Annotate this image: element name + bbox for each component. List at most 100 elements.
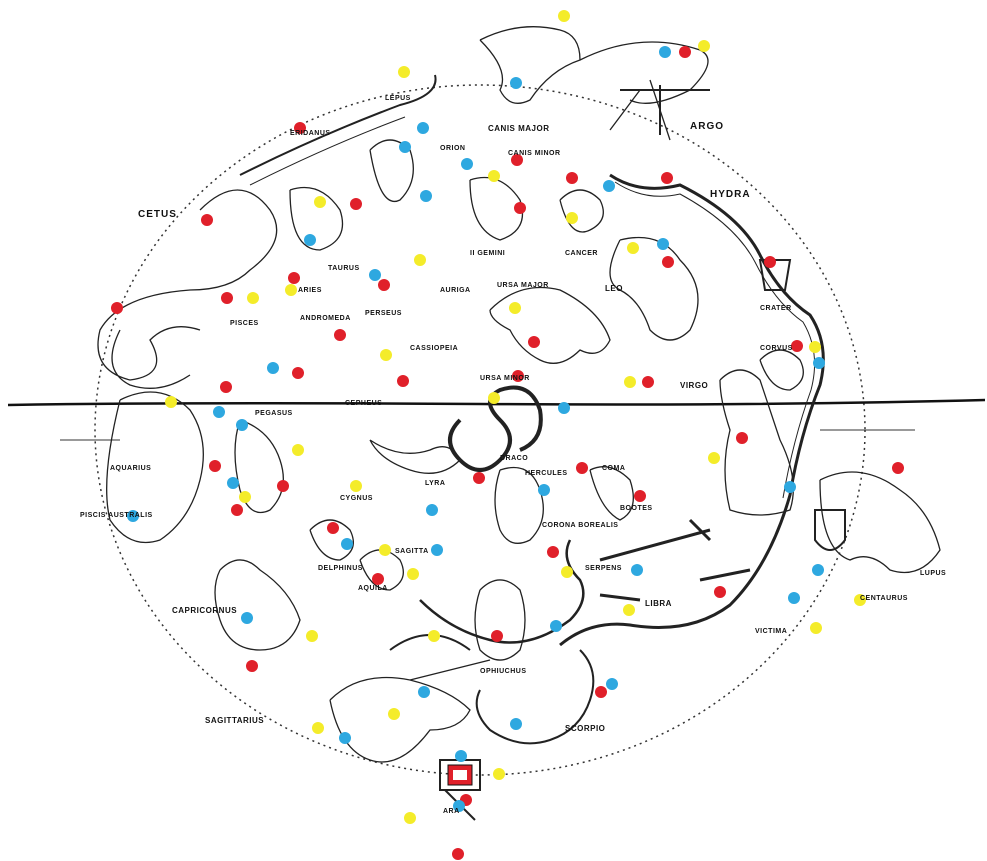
label-ursa-major: URSA MAJOR (497, 282, 549, 289)
star-marker-blue (339, 732, 351, 744)
star-marker-yellow (698, 40, 710, 52)
orion-figure (369, 139, 414, 203)
label-corvus: CORVUS (760, 345, 793, 352)
star-marker-blue (538, 484, 550, 496)
star-marker-blue (510, 77, 522, 89)
label-virgo: VIRGO (680, 381, 709, 390)
star-marker-blue (213, 406, 225, 418)
star-marker-yellow (488, 392, 500, 404)
gemini-figure (469, 176, 524, 241)
corvus-figure (759, 349, 804, 391)
label-piscis-australis: PISCIS AUSTRALIS (80, 512, 153, 519)
star-marker-blue (426, 504, 438, 516)
star-marker-yellow (404, 812, 416, 824)
hercules-figure (494, 466, 544, 544)
star-marker-blue (788, 592, 800, 604)
star-marker-blue (558, 402, 570, 414)
label-lyra: LYRA (425, 480, 446, 487)
libra-figure (599, 518, 751, 602)
label-delphinus: DELPHINUS (318, 565, 363, 572)
label-lepus: LEPUS (385, 95, 411, 102)
star-marker-red (491, 630, 503, 642)
star-marker-yellow (623, 604, 635, 616)
crater-figure (758, 259, 792, 291)
ara-altar-flame (447, 764, 473, 786)
star-marker-red (209, 460, 221, 472)
star-marker-yellow (388, 708, 400, 720)
star-marker-blue (431, 544, 443, 556)
star-marker-yellow (428, 630, 440, 642)
star-marker-red (661, 172, 673, 184)
star-marker-blue (453, 800, 465, 812)
label-crater: CRATER (760, 305, 792, 312)
star-marker-yellow (810, 622, 822, 634)
star-marker-blue (420, 190, 432, 202)
star-marker-red (547, 546, 559, 558)
eridanus-river (239, 74, 437, 176)
hydra-figure (559, 173, 825, 647)
label-corona-borealis: CORONA BOREALIS (542, 522, 619, 529)
label-bootes: BOOTES (620, 505, 653, 512)
equator-line (7, 398, 986, 407)
bootes-figure (589, 466, 634, 521)
delphinus-figure (309, 519, 354, 561)
star-marker-red (528, 336, 540, 348)
cygnus-figure (369, 439, 461, 474)
label-ara: ARA (443, 808, 460, 815)
star-marker-red (350, 198, 362, 210)
ursa-major-figure (489, 286, 611, 364)
star-marker-blue (603, 180, 615, 192)
star-marker-yellow (239, 491, 251, 503)
star-marker-red (294, 122, 306, 134)
star-marker-yellow (809, 341, 821, 353)
star-marker-red (679, 46, 691, 58)
star-marker-blue (812, 564, 824, 576)
ophiuchus-figure (474, 579, 526, 661)
star-marker-red (292, 367, 304, 379)
star-marker-blue (241, 612, 253, 624)
pegasus-figure (234, 419, 284, 514)
star-marker-yellow (285, 284, 297, 296)
cancer-figure (559, 189, 604, 233)
star-marker-red (634, 490, 646, 502)
star-marker-blue (369, 269, 381, 281)
star-marker-blue (417, 122, 429, 134)
label-perseus: PERSEUS (365, 310, 402, 317)
label-ursa-minor: URSA MINOR (480, 375, 530, 382)
star-markers (111, 10, 904, 860)
virgo-figure (719, 369, 794, 516)
star-marker-blue (659, 46, 671, 58)
label-capricornus: CAPRICORNUS (172, 606, 238, 615)
star-marker-red (473, 472, 485, 484)
label-draco: DRACO (500, 455, 529, 462)
cetus-figure (97, 189, 278, 389)
label-victima: VICTIMA (755, 628, 788, 635)
star-marker-red (231, 504, 243, 516)
label-canis-major: CANIS MAJOR (488, 124, 550, 133)
star-marker-blue (455, 750, 467, 762)
star-marker-yellow (350, 480, 362, 492)
star-marker-yellow (306, 630, 318, 642)
star-marker-yellow (854, 594, 866, 606)
label-taurus: TAURUS (328, 265, 360, 272)
star-marker-red (372, 573, 384, 585)
label-hydra: HYDRA (710, 189, 751, 200)
label-gemini: II GEMINI (470, 250, 506, 257)
label-sagittarius: SAGITTARIUS (205, 716, 265, 725)
star-marker-red (201, 214, 213, 226)
label-lupus: LUPUS (920, 570, 947, 577)
star-marker-blue (227, 477, 239, 489)
label-serpens: SERPENS (585, 565, 622, 572)
constellation-figures (97, 26, 941, 821)
scorpio-figure (475, 649, 595, 745)
hydra-inner (614, 181, 816, 499)
label-aquila: AQUILA (358, 585, 388, 592)
star-marker-blue (267, 362, 279, 374)
label-argo: ARGO (690, 121, 724, 132)
star-marker-blue (399, 141, 411, 153)
capricornus-figure (214, 559, 301, 651)
label-coma: COMA (602, 465, 626, 472)
leo-figure (609, 236, 699, 341)
star-marker-blue (510, 718, 522, 730)
